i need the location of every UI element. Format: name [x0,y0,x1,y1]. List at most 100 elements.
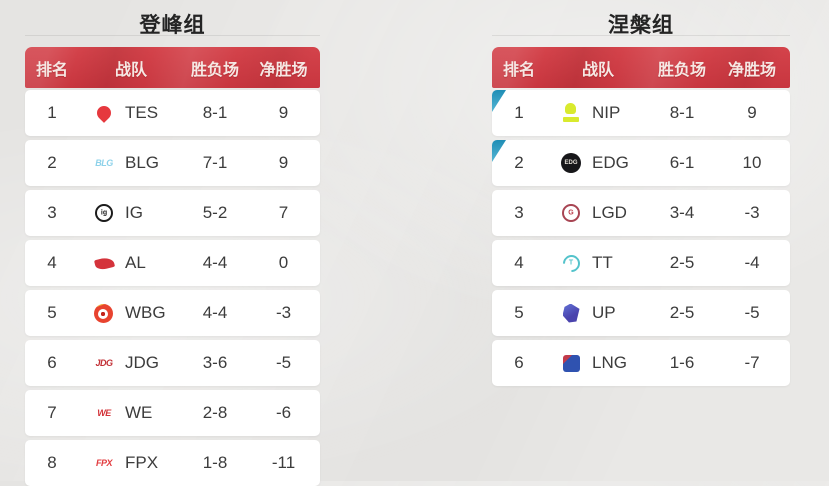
column-header-record: 胜负场 [657,61,706,79]
rank-cell: 3 [514,203,524,222]
record-cell: 8-1 [669,103,695,122]
rank-cell: 5 [47,303,57,322]
table-row: 1 NIP 8-1 9 [492,90,790,136]
team-name: UP [592,303,616,322]
team-name: BLG [125,153,160,172]
team-cell: WBG [79,301,183,325]
net-cell: 9 [278,103,289,122]
table-row: 3 G LGD 3-4 -3 [492,190,790,236]
rank-cell: 5 [514,303,524,322]
group-dengfeng: 登峰组 排名 战队 胜负场 净胜场 1 TES 8-1 9 2 BLG BLG … [25,0,320,486]
table-row: 6 LNG 1-6 -7 [492,340,790,386]
rank-cell: 2 [514,153,524,172]
team-cell: BLG BLG [79,151,183,175]
team-logo-icon [92,301,116,325]
team-cell: EDG EDG [546,151,650,175]
team-name: EDG [592,153,629,172]
rank-cell: 6 [47,353,57,372]
net-cell: -5 [744,303,760,322]
record-cell: 6-1 [669,153,695,172]
column-header-record: 胜负场 [190,61,239,79]
team-cell: WE WE [79,401,183,425]
record-cell: 4-4 [202,303,228,322]
net-cell: -5 [275,353,292,372]
record-cell: 2-5 [669,303,695,322]
net-cell: 9 [747,103,757,122]
team-cell: AL [79,251,183,275]
table-body: 1 TES 8-1 9 2 BLG BLG 7-1 9 3 ig IG 5-2 … [25,90,320,486]
table-row: 3 ig IG 5-2 7 [25,190,320,236]
column-header-net: 净胜场 [727,61,776,79]
team-name: IG [125,203,143,222]
table-row: 5 WBG 4-4 -3 [25,290,320,336]
team-logo-icon [559,101,583,125]
team-logo-icon: ig [92,201,116,225]
net-cell: -11 [271,453,296,472]
column-header-rank: 排名 [502,61,535,79]
team-name: WE [125,403,153,422]
team-logo-icon: BLG [95,157,113,168]
title-divider [25,35,320,36]
net-cell: 0 [278,253,289,272]
team-cell: FPX FPX [79,451,183,475]
team-logo-icon: T [559,251,583,275]
rank-cell: 2 [47,153,57,172]
team-name: AL [125,253,146,272]
group-title: 登峰组 [139,14,206,37]
record-cell: 7-1 [202,153,228,172]
column-header-team: 战队 [581,61,614,79]
table-row: 8 FPX FPX 1-8 -11 [25,440,320,486]
record-cell: 4-4 [202,253,228,272]
table-header: 排名 战队 胜负场 净胜场 [25,47,320,88]
net-cell: 7 [278,203,289,222]
team-logo-icon [559,301,583,325]
net-cell: -4 [744,253,760,272]
team-cell: ig IG [79,201,183,225]
rank-cell: 1 [47,103,57,122]
team-name: NIP [592,103,621,122]
team-logo-icon: JDG [95,357,113,368]
net-cell: 10 [742,153,762,172]
column-header-team: 战队 [114,61,147,79]
team-cell: G LGD [546,201,650,225]
team-name: TES [125,103,159,122]
record-cell: 5-2 [202,203,228,222]
net-cell: -3 [744,203,760,222]
team-cell: NIP [546,101,650,125]
team-cell: UP [546,301,650,325]
table-row: 2 EDG EDG 6-1 10 [492,140,790,186]
team-logo-icon [92,251,116,275]
team-logo-icon [559,351,583,375]
team-cell: T TT [546,251,650,275]
team-logo-icon [92,101,116,125]
rank-cell: 8 [47,453,57,472]
table-row: 6 JDG JDG 3-6 -5 [25,340,320,386]
group-niepan: 涅槃组 排名 战队 胜负场 净胜场 1 NIP 8-1 9 2 EDG EDG … [492,0,790,386]
net-cell: -7 [744,353,760,372]
team-name: LNG [592,353,627,372]
team-logo-icon: G [559,201,583,225]
record-cell: 1-8 [202,453,228,472]
team-cell: TES [79,101,183,125]
group-title: 涅槃组 [608,14,674,37]
rank-cell: 6 [514,353,524,372]
table-row: 1 TES 8-1 9 [25,90,320,136]
record-cell: 2-8 [202,403,228,422]
title-divider [492,35,790,36]
team-name: FPX [125,453,159,472]
table-row: 7 WE WE 2-8 -6 [25,390,320,436]
team-logo-icon: WE [97,407,111,418]
table-body: 1 NIP 8-1 9 2 EDG EDG 6-1 10 3 G LGD 3-4… [492,90,790,386]
team-name: TT [592,253,613,272]
team-cell: JDG JDG [79,351,183,375]
column-header-net: 净胜场 [259,61,308,79]
record-cell: 3-4 [669,203,695,222]
rank-cell: 3 [47,203,57,222]
record-cell: 2-5 [669,253,695,272]
rank-cell: 4 [47,253,57,272]
rank-cell: 7 [47,403,57,422]
team-cell: LNG [546,351,650,375]
net-cell: -3 [275,303,292,322]
record-cell: 1-6 [669,353,695,372]
net-cell: 9 [278,153,289,172]
